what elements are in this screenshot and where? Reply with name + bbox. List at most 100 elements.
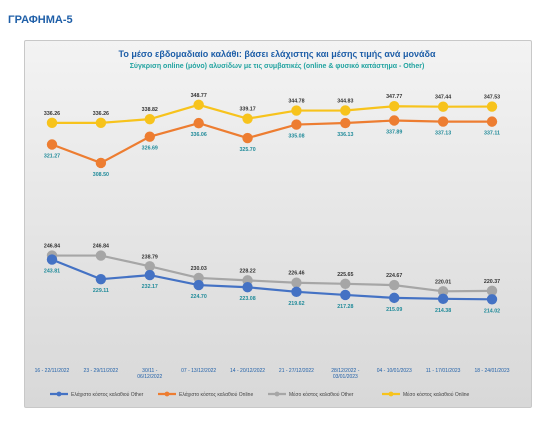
legend-label: Ελάχιστο κόστος καλαθιού Other	[71, 391, 144, 398]
chart-subtitle: Σύγκριση online (μόνο) αλυσίδων με τις σ…	[130, 62, 425, 70]
legend-label: Ελάχιστο κόστος καλαθιού Online	[179, 391, 253, 398]
data-label: 215.09	[386, 307, 402, 313]
data-point	[46, 117, 58, 129]
data-point	[340, 278, 351, 289]
data-point	[193, 272, 204, 284]
data-point	[291, 277, 302, 288]
data-label: 228.22	[239, 268, 255, 274]
data-label: 336.26	[44, 111, 60, 117]
data-point	[193, 117, 204, 129]
data-point	[389, 292, 400, 304]
data-label: 337.13	[435, 131, 451, 137]
data-point	[486, 294, 498, 305]
data-point	[291, 119, 302, 130]
legend-item: Ελάχιστο κόστος καλαθιού Other	[50, 391, 144, 398]
data-label: 220.01	[435, 279, 451, 285]
data-point	[291, 286, 302, 298]
data-label: 338.82	[142, 107, 158, 113]
data-label: 226.46	[288, 271, 304, 277]
data-label: 347.44	[435, 95, 451, 101]
data-point	[144, 269, 155, 281]
data-label: 223.08	[239, 296, 255, 302]
data-label: 308.50	[93, 172, 109, 178]
data-point	[389, 101, 400, 112]
data-point	[437, 286, 449, 297]
data-label: 214.38	[435, 308, 451, 314]
data-point	[193, 99, 204, 110]
data-label: 232.17	[142, 284, 158, 290]
data-label: 336.26	[93, 111, 109, 117]
data-point	[291, 105, 302, 116]
legend-marker	[274, 391, 280, 397]
data-point	[46, 254, 58, 265]
chart-panel	[24, 40, 532, 408]
series-line-1	[51, 119, 493, 165]
legend-label: Μέσο κόστος καλαθιού Online	[403, 391, 470, 398]
x-tick-label: 18 - 24/01/2023	[474, 368, 509, 374]
data-label: 337.89	[386, 129, 402, 135]
data-label: 339.17	[239, 107, 255, 113]
data-point	[144, 261, 155, 272]
data-point	[340, 117, 351, 129]
data-label: 344.83	[337, 98, 353, 104]
data-label: 347.77	[386, 94, 402, 100]
data-point	[389, 279, 400, 291]
data-label: 225.65	[337, 272, 353, 278]
data-point	[46, 139, 58, 150]
data-point	[486, 285, 498, 297]
x-tick-label: 16 - 22/11/2022	[35, 368, 70, 374]
data-point	[486, 101, 498, 112]
x-tick-label: 23 - 29/11/2022	[84, 368, 119, 374]
data-label: 220.37	[484, 279, 500, 285]
data-label: 321.27	[44, 153, 60, 159]
x-tick-label: 11 - 17/01/2023	[426, 368, 461, 374]
data-point	[437, 116, 449, 127]
data-label: 214.02	[484, 308, 500, 314]
data-label: 224.67	[386, 273, 402, 279]
data-label: 344.78	[288, 99, 304, 105]
data-label: 246.84	[44, 244, 60, 250]
x-tick-label: 21 - 27/12/2022	[279, 368, 314, 374]
data-point	[95, 273, 107, 285]
x-tick-label: 07 - 13/12/2022	[181, 368, 216, 374]
data-point	[95, 250, 107, 261]
data-label: 336.13	[337, 132, 353, 138]
data-point	[144, 131, 155, 142]
data-label: 217.28	[337, 304, 353, 310]
series-line-0	[52, 103, 493, 124]
data-point	[340, 289, 351, 301]
data-label: 219.62	[288, 301, 304, 307]
data-point	[340, 105, 351, 116]
data-label: 224.70	[191, 294, 207, 300]
data-label: 337.11	[484, 131, 500, 137]
data-label: 246.84	[93, 244, 109, 250]
x-tick-label: 04 - 10/01/2023	[377, 368, 412, 374]
data-point	[389, 115, 400, 126]
data-point	[193, 279, 204, 291]
legend-item: Ελάχιστο κόστος καλαθιού Online	[158, 391, 253, 398]
legend-item: Μέσο κόστος καλαθιού Other	[268, 391, 354, 398]
legend-item: Μέσο κόστος καλαθιού Online	[382, 391, 470, 398]
data-point	[486, 116, 498, 127]
data-point	[437, 293, 449, 305]
data-point	[95, 157, 107, 169]
legend-marker	[164, 391, 170, 397]
data-label: 238.79	[142, 254, 158, 260]
legend-marker	[56, 391, 62, 397]
data-label: 336.06	[191, 132, 207, 138]
data-point	[144, 113, 155, 125]
figure-heading: ΓΡΑΦΗΜΑ-5	[8, 14, 73, 26]
data-label: 230.03	[191, 266, 207, 272]
data-label: 348.77	[191, 93, 207, 99]
data-label: 229.11	[93, 288, 109, 294]
data-label: 326.69	[142, 146, 158, 152]
data-label: 335.08	[288, 134, 304, 140]
x-tick-label: 30/11 -06/12/2022	[137, 368, 162, 380]
data-label: 243.81	[44, 269, 60, 275]
data-point	[242, 132, 253, 144]
legend-marker	[388, 391, 394, 397]
series-line-3	[51, 258, 493, 301]
series-line-2	[52, 254, 493, 293]
data-label: 347.53	[484, 95, 500, 101]
